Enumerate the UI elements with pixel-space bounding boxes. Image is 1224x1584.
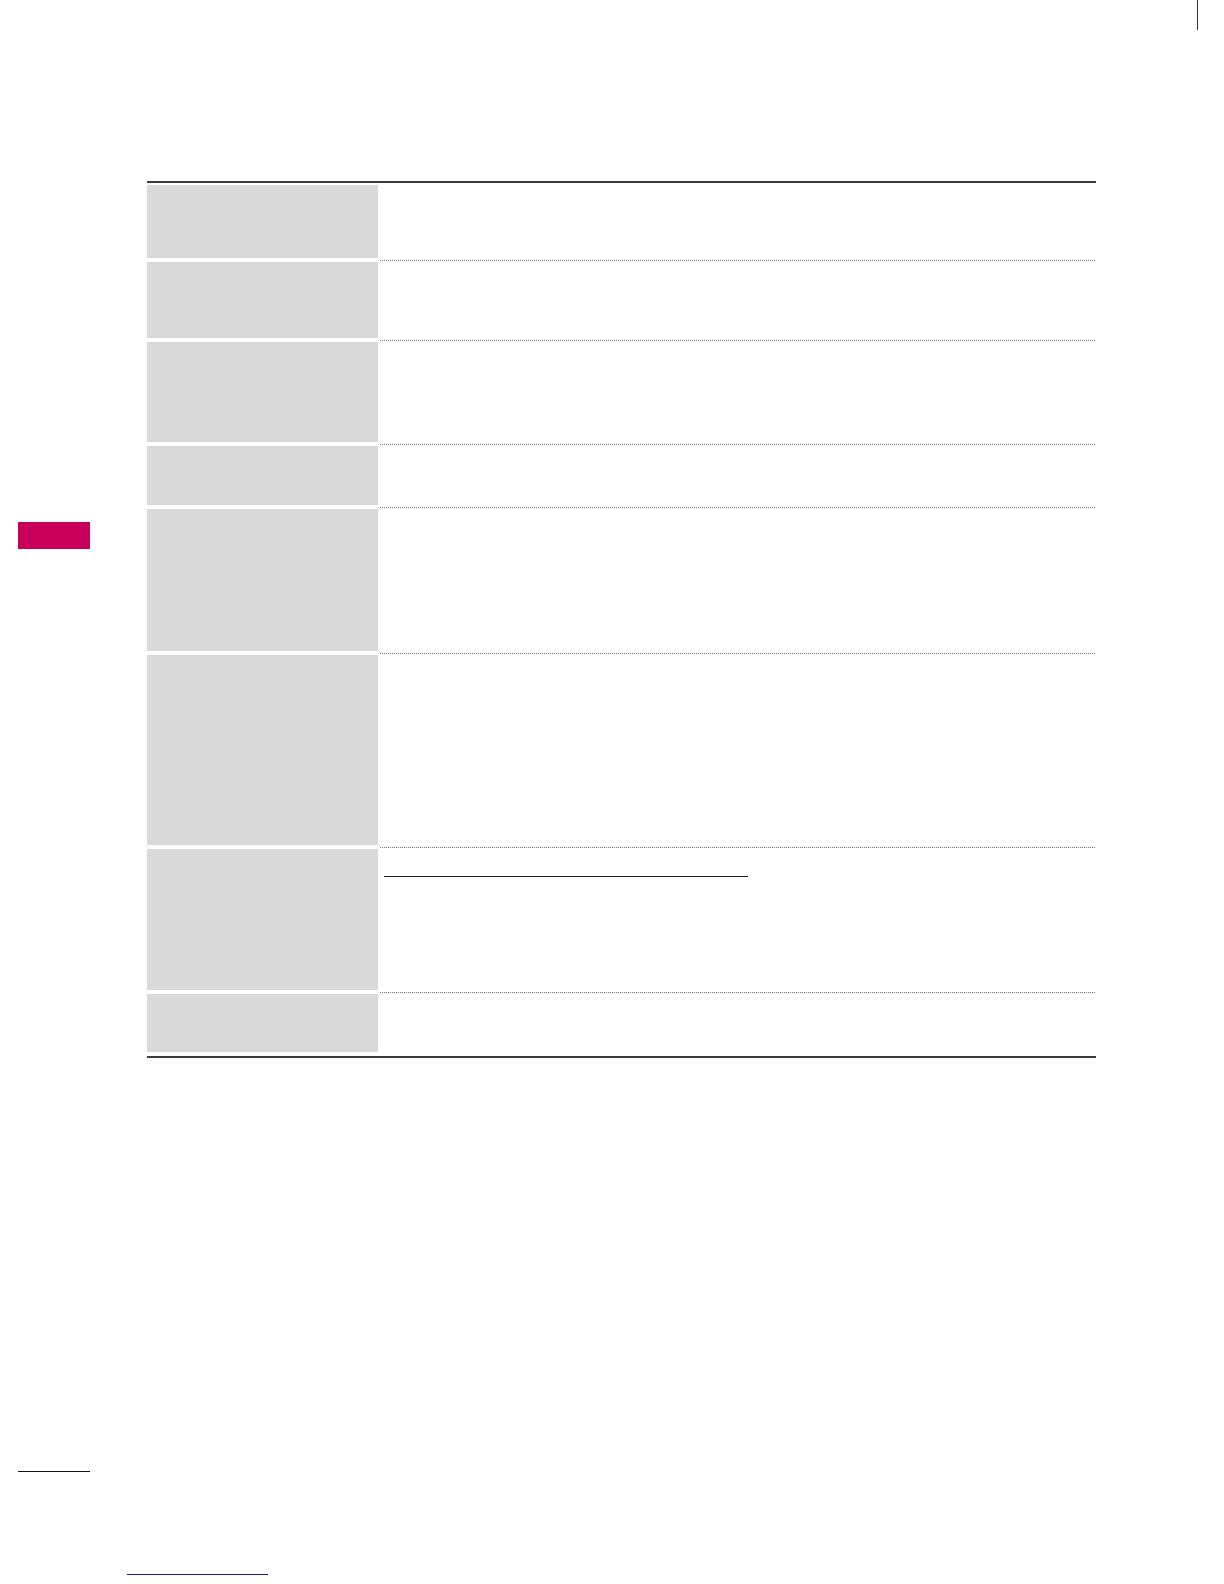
table-row-label: [147, 994, 378, 1052]
link-underline[interactable]: [127, 1574, 268, 1575]
underline-rule: [384, 876, 748, 877]
row-divider: [380, 653, 1095, 654]
table-row-label: [147, 185, 378, 258]
row-divider: [380, 340, 1095, 341]
row-divider: [380, 444, 1095, 445]
table-row-label: [147, 655, 378, 845]
row-divider: [380, 992, 1095, 993]
row-divider: [380, 507, 1095, 508]
table-bottom-rule: [147, 1056, 1096, 1058]
row-divider: [380, 847, 1095, 848]
table-row-label: [147, 342, 378, 442]
section-tab: [18, 522, 90, 549]
edge-line: [1197, 0, 1198, 30]
table-row-label: [147, 446, 378, 505]
footer-rule: [18, 1471, 90, 1472]
table-top-rule: [147, 181, 1096, 183]
table-row-label: [147, 262, 378, 338]
table-row-label: [147, 509, 378, 651]
row-divider: [380, 260, 1095, 261]
table-row-label: [147, 849, 378, 990]
